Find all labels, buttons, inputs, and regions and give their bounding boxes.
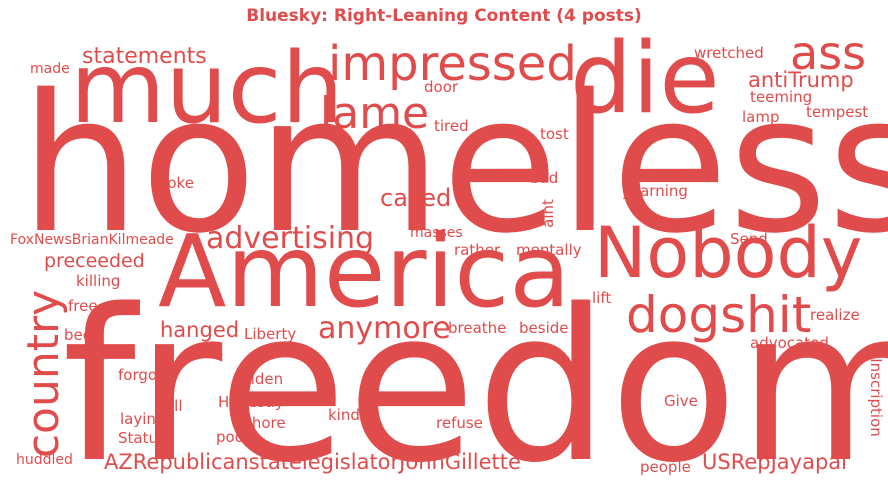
cloud-word: statements [82,44,207,69]
cloud-word: shore [244,414,286,432]
cloud-word: bed [64,326,93,344]
cloud-word: free [68,297,98,315]
cloud-word: forgot [118,366,163,384]
cloud-word: much [70,32,344,146]
cloud-word: antiTrump [748,68,854,92]
cloud-word: huddled [16,452,73,468]
cloud-word: mentally [516,241,582,259]
cloud-word: broke [152,174,194,192]
cloud-word: Statue [118,429,168,447]
cloud-word: lift [592,289,612,307]
cloud-word: Nobody [594,212,863,294]
cloud-word: door [424,78,459,96]
cloud-word: tired [434,117,469,135]
cloud-word: America [158,213,571,330]
cloud-word: aint [538,199,557,228]
cloud-word: poor [216,428,251,446]
cloud-word: anymore [318,311,451,346]
cloud-word: bad [530,169,559,187]
cloud-word: wretched [694,44,764,62]
cloud-word: Give [664,392,698,410]
cloud-word: people [640,458,691,476]
cloud-word: freedom [62,264,888,490]
cloud-word: country [18,289,70,459]
cloud-word: homeless [20,54,888,275]
cloud-word: rather [454,241,501,259]
cloud-word: yearning [622,182,688,200]
cloud-word: ass [790,26,867,80]
cloud-word: laying [120,410,166,428]
cloud-word: Send [730,230,768,248]
cloud-word: preceeded [44,250,145,272]
cloud-word: breathe [448,319,507,337]
cloud-word: lamp [742,108,780,126]
cloud-word: realize [810,306,860,324]
cloud-word: called [380,184,452,212]
cloud-word: ill [170,397,183,415]
cloud-word: dogshit [626,286,812,344]
cloud-word: kind [328,406,360,424]
cloud-word: hanged [160,318,240,342]
cloud-word: Honestly [218,393,284,411]
cloud-word: Liberty [244,325,297,343]
chart-title: Bluesky: Right-Leaning Content (4 posts) [246,6,642,26]
cloud-word: teeming [750,88,813,106]
cloud-word: advocated [750,334,829,352]
cloud-word: advertising [206,221,375,256]
cloud-word: beside [519,319,569,337]
cloud-word: impressed [328,36,577,92]
cloud-word: USRepJayapal [702,450,847,474]
cloud-word: FoxNewsBrianKilmeade [10,232,174,248]
cloud-word: killing [76,272,121,290]
cloud-word: masses [410,225,463,241]
cloud-word: golden [232,370,284,388]
cloud-word: Inscription [866,358,885,437]
cloud-word: lame [320,88,430,139]
cloud-word: tost [540,125,569,143]
cloud-word: made [30,61,70,77]
cloud-word: refuse [436,414,483,432]
cloud-word: die [570,22,720,136]
cloud-word: tempest [806,103,869,121]
cloud-word: AZRepublicanstatelegislatorJohnGillette [104,450,521,474]
